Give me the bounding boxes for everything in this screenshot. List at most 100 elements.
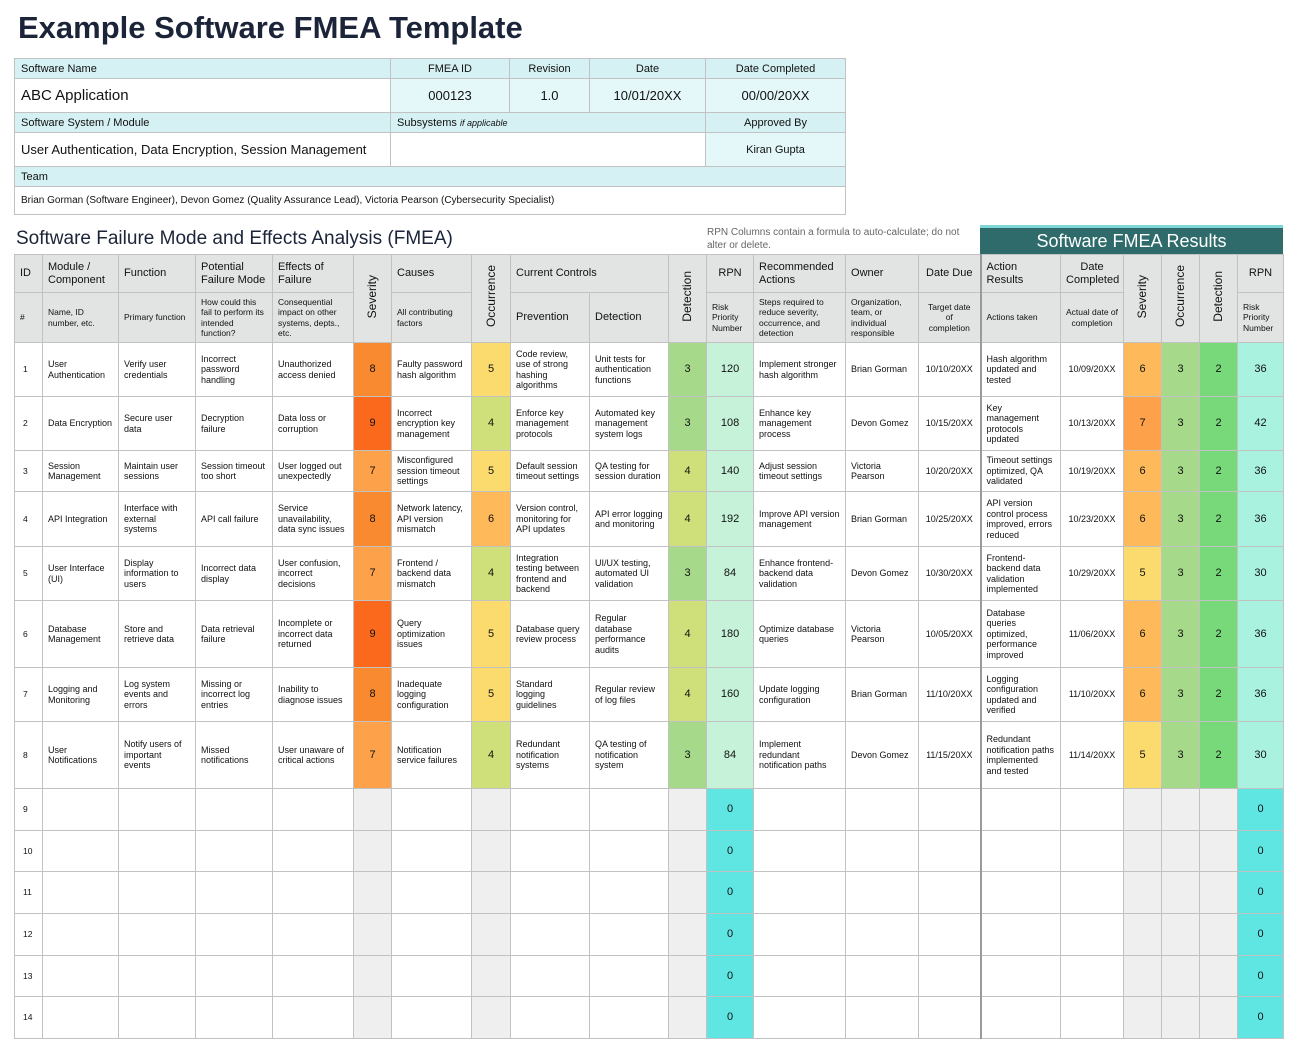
subheader: Risk Priority Number	[1237, 292, 1285, 343]
cell-severity	[353, 871, 392, 914]
header: Current Controls	[509, 254, 670, 293]
cell-module	[42, 996, 119, 1039]
header: Severity	[1123, 254, 1163, 343]
cell-date-due: 10/10/20XX	[918, 342, 982, 397]
cell-action-results: API version control process improved, er…	[980, 491, 1062, 547]
cell-causes: Faulty password hash algorithm	[391, 342, 472, 397]
cell-id: 4	[14, 491, 43, 547]
cell-detection: 3	[668, 396, 708, 451]
cell-r-rpn: 36	[1237, 600, 1285, 668]
label: Approved By	[705, 112, 846, 133]
cell-r-occurrence	[1161, 788, 1201, 831]
value	[390, 132, 706, 167]
cell-date-completed: 10/13/20XX	[1060, 396, 1125, 451]
cell-rpn: 0	[706, 830, 755, 872]
cell-prevention: Redundant notification systems	[510, 721, 590, 789]
cell-rpn: 0	[706, 996, 755, 1039]
cell-function	[118, 955, 196, 997]
table-row: 4 API Integration Interface with external …	[14, 491, 1285, 547]
cell-r-occurrence	[1161, 996, 1201, 1039]
cell-prevention	[510, 996, 590, 1039]
cell-action-results	[980, 913, 1062, 956]
cell-function: Interface with external systems	[118, 491, 196, 547]
cell-module: Database Management	[42, 600, 119, 668]
cell-detection: 4	[668, 491, 708, 547]
info-table: Software Name FMEA ID Revision Date Date…	[14, 58, 846, 215]
subheader: Name, ID number, etc.	[42, 292, 119, 343]
cell-r-detection	[1199, 913, 1239, 956]
cell-occurrence: 5	[471, 600, 511, 668]
cell-detection	[668, 955, 708, 997]
cell-detection-control: Unit tests for authentication functions	[588, 342, 670, 397]
header: Occurrence	[1161, 254, 1201, 343]
cell-severity: 7	[353, 721, 392, 789]
subheader: How could this fail to perform its inten…	[195, 292, 273, 343]
cell-action-results: Redundant notification paths implemented…	[980, 721, 1062, 789]
cell-effects: Incomplete or incorrect data returned	[272, 600, 354, 668]
cell-effects: Service unavailability, data sync issues	[272, 491, 354, 547]
cell-actions: Enhance frontend-backend data validation	[753, 546, 847, 601]
cell-date-completed: 10/23/20XX	[1060, 491, 1125, 547]
cell-owner	[845, 830, 920, 872]
cell-severity: 8	[353, 667, 392, 722]
cell-r-occurrence: 3	[1161, 667, 1201, 722]
subheader: Steps required to reduce severity, occur…	[753, 292, 847, 343]
cell-r-severity: 6	[1123, 450, 1163, 492]
cell-module: User Authentication	[42, 342, 119, 397]
cell-actions	[753, 955, 847, 997]
cell-function	[118, 913, 196, 956]
cell-id: 8	[14, 721, 43, 789]
cell-causes: Notification service failures	[391, 721, 472, 789]
cell-module	[42, 913, 119, 956]
cell-prevention	[510, 830, 590, 872]
cell-severity: 7	[353, 450, 392, 492]
table-row: 8 User Notifications Notify users of impor…	[14, 721, 1285, 789]
cell-failure-mode	[195, 996, 273, 1039]
cell-r-severity: 6	[1123, 491, 1163, 547]
header: RPN	[1237, 254, 1285, 293]
cell-function: Store and retrieve data	[118, 600, 196, 668]
cell-detection-control: QA testing for session duration	[588, 450, 670, 492]
cell-r-severity	[1123, 955, 1163, 997]
header: Function	[118, 254, 196, 293]
table-row: 9 0 0	[14, 788, 1285, 831]
cell-function	[118, 871, 196, 914]
cell-r-occurrence	[1161, 955, 1201, 997]
cell-prevention: Database query review process	[510, 600, 590, 668]
cell-r-occurrence: 3	[1161, 600, 1201, 668]
cell-r-rpn: 0	[1237, 955, 1285, 997]
cell-r-detection	[1199, 830, 1239, 872]
label: Software Name	[14, 58, 391, 79]
header: ID	[14, 254, 43, 293]
cell-owner	[845, 955, 920, 997]
cell-module: Session Management	[42, 450, 119, 492]
cell-actions: Update logging configuration	[753, 667, 847, 722]
cell-r-occurrence	[1161, 871, 1201, 914]
value: User Authentication, Data Encryption, Se…	[14, 132, 391, 167]
cell-date-due: 11/10/20XX	[918, 667, 982, 722]
cell-rpn: 0	[706, 955, 755, 997]
cell-module	[42, 788, 119, 831]
cell-owner: Devon Gomez	[845, 396, 920, 451]
header: Owner	[845, 254, 920, 293]
cell-actions	[753, 830, 847, 872]
cell-r-rpn: 0	[1237, 871, 1285, 914]
cell-function: Notify users of important events	[118, 721, 196, 789]
cell-prevention: Default session timeout settings	[510, 450, 590, 492]
cell-effects	[272, 871, 354, 914]
cell-id: 2	[14, 396, 43, 451]
cell-id: 11	[14, 871, 43, 914]
cell-function: Maintain user sessions	[118, 450, 196, 492]
cell-detection: 3	[668, 721, 708, 789]
cell-prevention	[510, 871, 590, 914]
cell-actions: Implement redundant notification paths	[753, 721, 847, 789]
cell-severity	[353, 955, 392, 997]
cell-date-due: 10/25/20XX	[918, 491, 982, 547]
header: Date Completed	[1060, 254, 1125, 293]
cell-effects: Unauthorized access denied	[272, 342, 354, 397]
page-title: Example Software FMEA Template	[18, 10, 523, 45]
cell-date-due: 10/30/20XX	[918, 546, 982, 601]
cell-date-due: 10/15/20XX	[918, 396, 982, 451]
cell-r-detection: 2	[1199, 546, 1239, 601]
cell-detection-control: UI/UX testing, automated UI validation	[588, 546, 670, 601]
